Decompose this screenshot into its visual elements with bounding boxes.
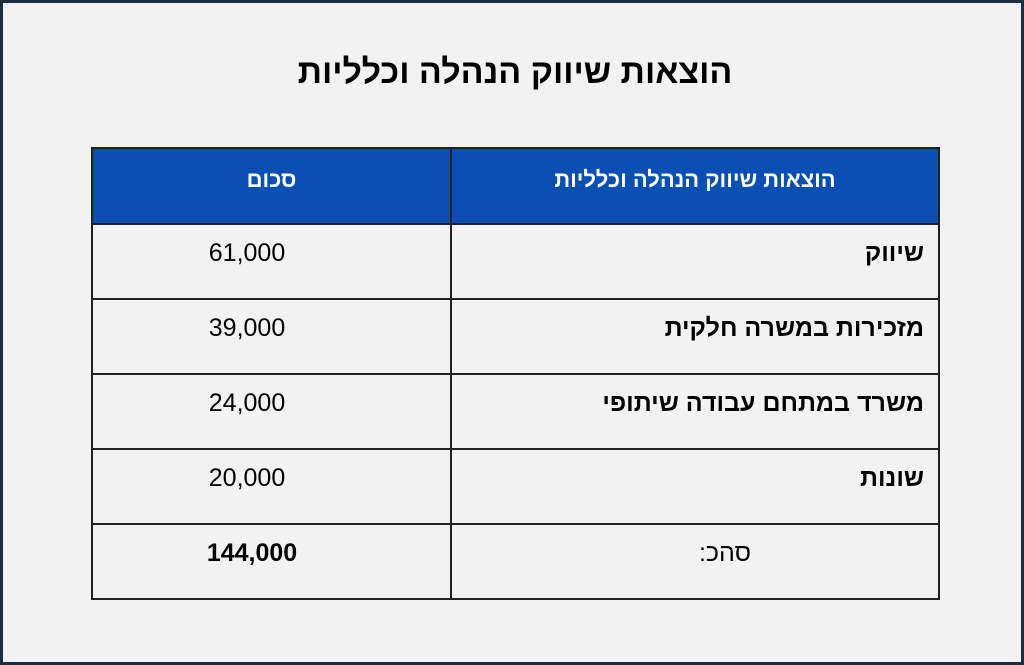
page-title: הוצאות שיווק הנהלה וכלליות [297,53,733,91]
row-label: שיווק [450,223,940,300]
row-amount: 39,000 [91,298,452,375]
table-row: 24,000 משרד במתחם עבודה שיתופי [91,373,940,450]
row-label: משרד במתחם עבודה שיתופי [450,373,940,450]
row-amount: 24,000 [91,373,452,450]
table-header-row: סכום הוצאות שיווק הנהלה וכלליות [91,147,940,225]
amount-column-header: סכום [91,147,452,225]
row-label: מזכירות במשרה חלקית [450,298,940,375]
row-amount: 20,000 [91,448,452,525]
total-label: סהכ: [450,523,940,600]
row-label: שונות [450,448,940,525]
table-row: 39,000 מזכירות במשרה חלקית [91,298,940,375]
total-amount: 144,000 [91,523,452,600]
total-row: 144,000 סהכ: [91,523,940,600]
category-column-header: הוצאות שיווק הנהלה וכלליות [450,147,940,225]
expenses-table: סכום הוצאות שיווק הנהלה וכלליות 61,000 ש… [91,147,940,600]
table-row: 20,000 שונות [91,448,940,525]
table-row: 61,000 שיווק [91,223,940,300]
row-amount: 61,000 [91,223,452,300]
